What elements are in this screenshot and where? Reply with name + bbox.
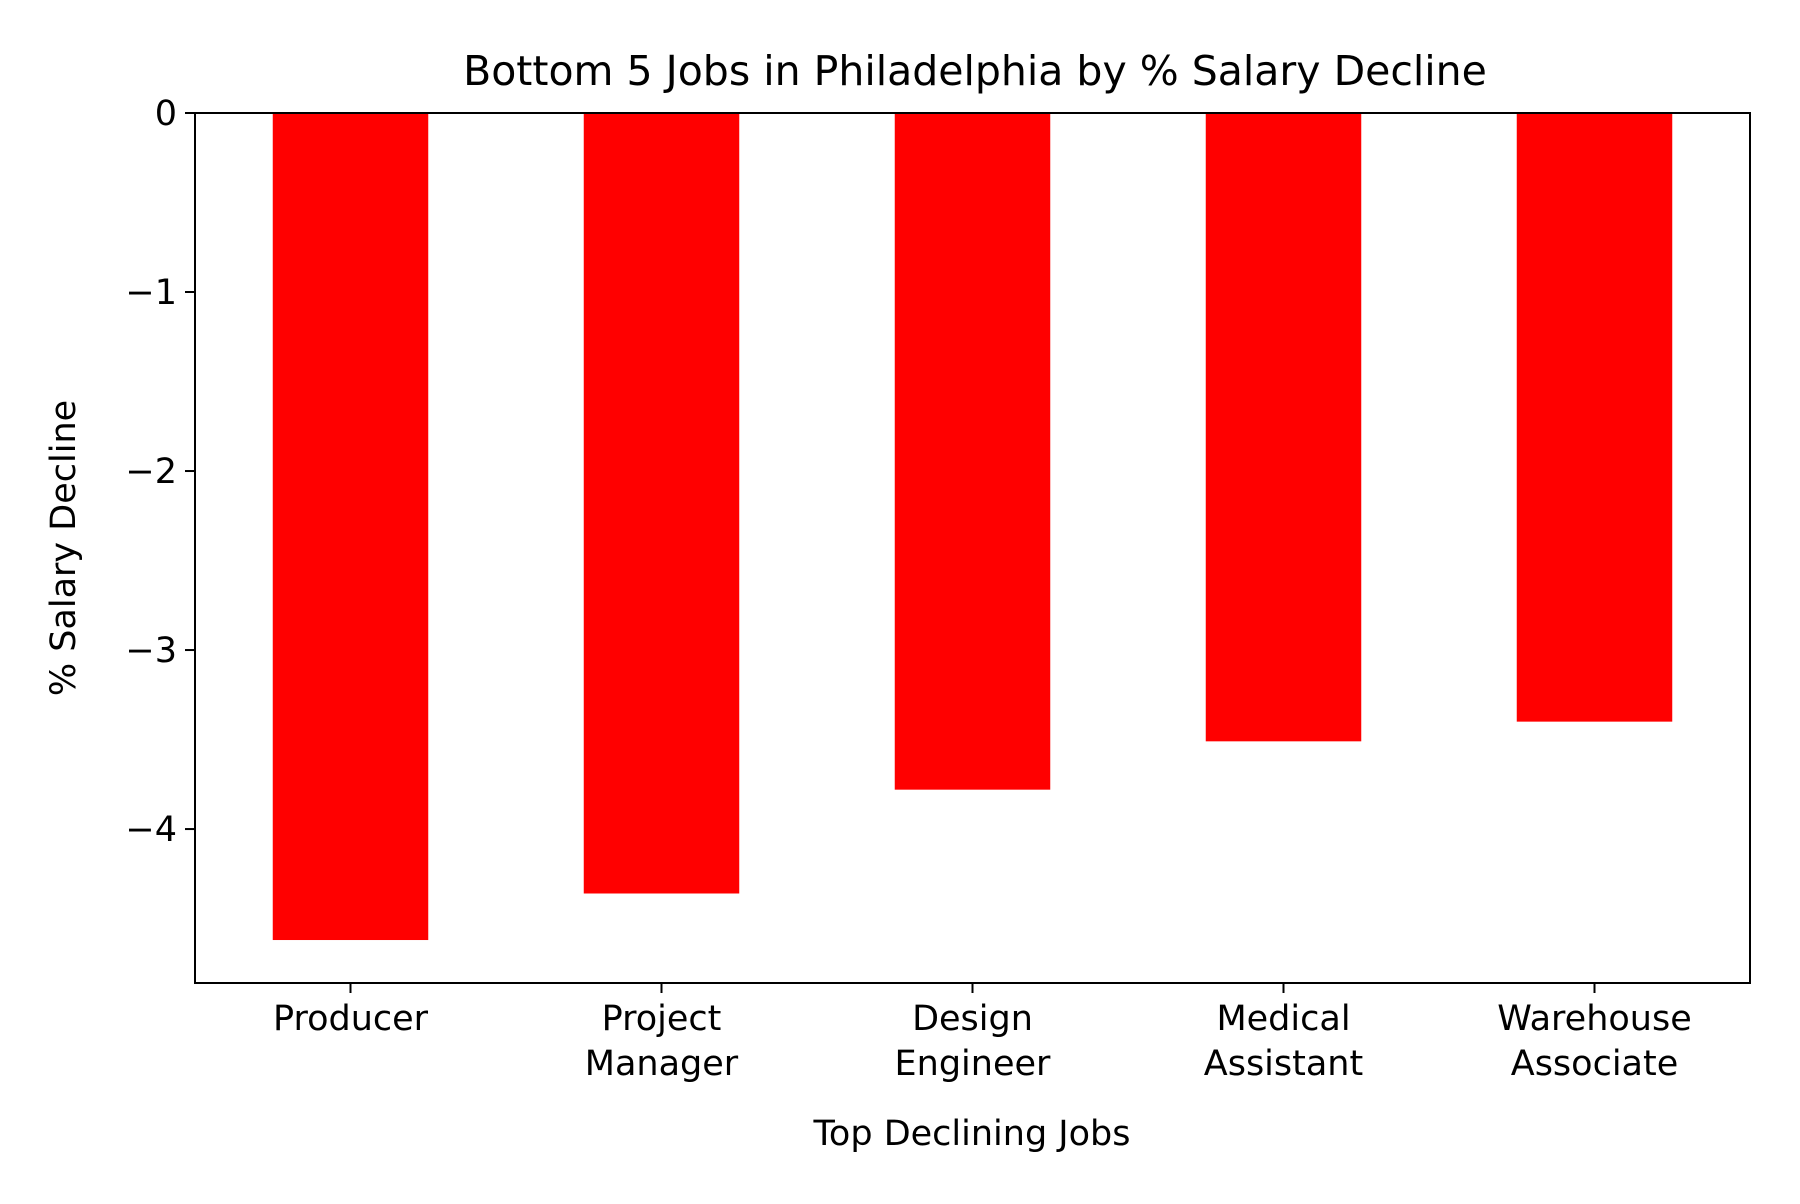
y-tick-label-1: −1 (125, 273, 177, 313)
bar-4 (1516, 113, 1673, 722)
y-axis: 0 −1 −2 −3 −4 (125, 94, 195, 850)
y-tick-label-3: −3 (125, 631, 177, 671)
y-tick-label-0: 0 (155, 94, 177, 134)
bars-group (272, 113, 1673, 941)
y-axis-label: % Salary Decline (44, 400, 84, 696)
x-axis: Producer Project Manager Design Engineer Medi… (273, 983, 1692, 1084)
y-tick-label-2: −2 (125, 452, 177, 492)
x-tick-label-3: Medical Assistant (1204, 999, 1363, 1084)
x-axis-label: Top Declining Jobs (813, 1114, 1131, 1154)
bar-0 (272, 113, 429, 941)
chart-title: Bottom 5 Jobs in Philadelphia by % Salar… (463, 47, 1487, 95)
bar-1 (583, 113, 740, 894)
x-tick-label-0: Producer (273, 999, 429, 1039)
bar-2 (894, 113, 1051, 790)
y-tick-label-4: −4 (125, 810, 177, 850)
x-tick-label-4: Warehouse Associate (1497, 999, 1692, 1084)
x-tick-label-1: Project Manager (585, 999, 739, 1084)
bar-3 (1205, 113, 1362, 742)
x-tick-label-2: Design Engineer (895, 999, 1051, 1084)
